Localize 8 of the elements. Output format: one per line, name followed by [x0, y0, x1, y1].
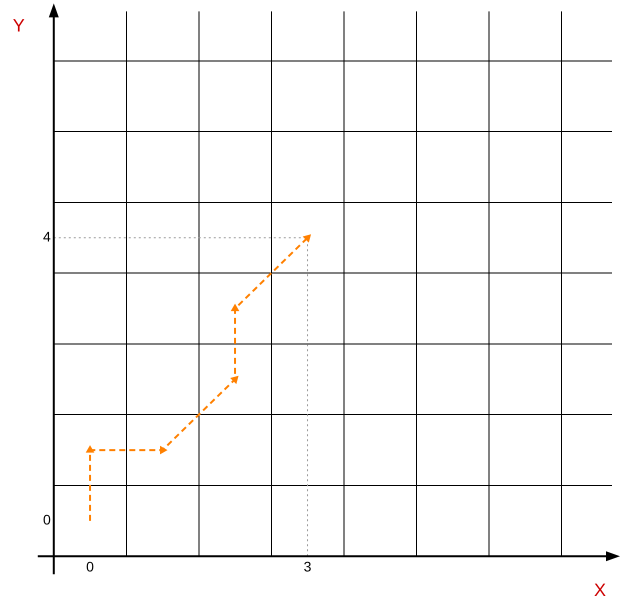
x-tick-label: 3 [304, 558, 312, 574]
point [86, 445, 94, 453]
y-axis-title: Y [12, 15, 25, 36]
y-tick-label: 4 [42, 228, 51, 245]
x-axis-title: X [594, 580, 606, 600]
point [302, 234, 312, 243]
point [230, 304, 240, 312]
point [230, 376, 239, 384]
